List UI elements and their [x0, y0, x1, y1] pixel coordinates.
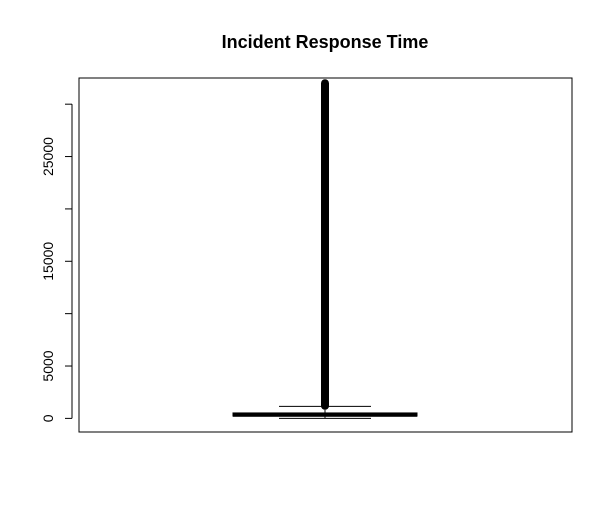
y-tick-label: 25000 [40, 137, 56, 176]
y-tick-label: 5000 [40, 350, 56, 381]
plot-frame [78, 77, 573, 433]
y-tick-label: 15000 [40, 242, 56, 281]
y-tick-label: 0 [40, 414, 56, 422]
y-axis: 0 5000 15000 25000 [40, 103, 73, 422]
chart-title: Incident Response Time [222, 32, 429, 52]
box-group [232, 79, 418, 419]
